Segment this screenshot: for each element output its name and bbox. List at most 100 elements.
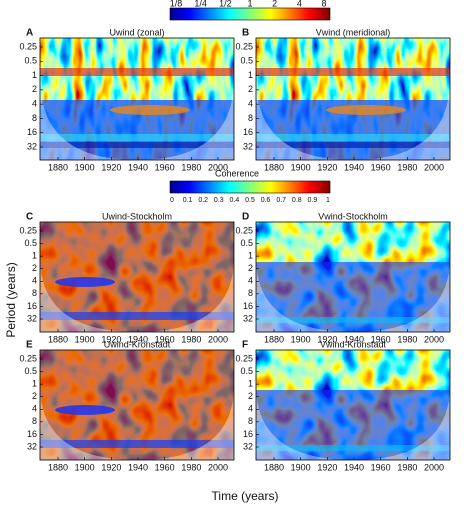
y-tick-label: 32 [243, 441, 253, 451]
colorbar-label: 2 [272, 0, 277, 8]
x-tick-label: 1880 [264, 462, 284, 472]
panel-frame [39, 349, 235, 461]
colorbar-label: 0.4 [230, 197, 240, 204]
x-tick-label: 1960 [155, 334, 175, 344]
colorbar-label: 1 [247, 0, 252, 8]
x-tick-label: 1900 [75, 162, 95, 172]
y-tick-label: 2 [248, 84, 253, 94]
y-tick-label: 0.5 [240, 56, 253, 66]
x-tick-label: 2000 [208, 162, 228, 172]
x-axis-label: Time (years) [212, 489, 279, 503]
colorbar-label: 1 [326, 197, 330, 204]
colorbar-label: 0.6 [261, 197, 271, 204]
heatmap [256, 350, 450, 460]
x-tick-label: 2000 [424, 334, 444, 344]
y-tick-label: 16 [27, 429, 37, 439]
x-tick-label: 2000 [424, 462, 444, 472]
y-tick-label: 8 [248, 288, 253, 298]
colorbar-label: 0 [170, 197, 174, 204]
colorbar-label: 0.1 [183, 197, 193, 204]
colorbar-label: 0.5 [245, 197, 255, 204]
panel-title: Uwind-Kronstadt [104, 339, 171, 349]
y-tick-label: 8 [32, 113, 37, 123]
colorbar-label: 0.2 [198, 197, 208, 204]
y-tick-label: 4 [32, 99, 37, 109]
y-tick-label: 2 [248, 391, 253, 401]
x-tick-label: 2000 [424, 162, 444, 172]
x-tick-label: 1900 [75, 462, 95, 472]
x-tick-label: 1980 [181, 462, 201, 472]
heatmap [256, 38, 450, 160]
y-tick-label: 8 [32, 416, 37, 426]
y-tick-label: 0.25 [19, 353, 37, 363]
colorbar-label: 0.8 [292, 197, 302, 204]
panel-frame [255, 37, 451, 161]
panel-title: Uwind-Stockholm [102, 211, 172, 221]
y-tick-label: 1 [248, 70, 253, 80]
y-tick-label: 0.25 [19, 225, 37, 235]
x-tick-label: 1880 [48, 334, 68, 344]
x-tick-label: 1920 [317, 334, 337, 344]
panel-frame [39, 37, 235, 161]
y-tick-label: 4 [248, 404, 253, 414]
heatmap [40, 350, 234, 460]
panel-letter: F [242, 340, 248, 351]
x-tick-label: 1900 [75, 334, 95, 344]
y-tick-label: 4 [32, 276, 37, 286]
y-tick-label: 0.5 [240, 238, 253, 248]
y-tick-label: 2 [32, 263, 37, 273]
x-tick-label: 1960 [155, 162, 175, 172]
panel-title: Vwind-Stockholm [318, 211, 388, 221]
x-tick-label: 1940 [344, 462, 364, 472]
x-tick-label: 2000 [208, 462, 228, 472]
x-tick-label: 1900 [291, 162, 311, 172]
panel-letter: E [26, 340, 33, 351]
colorbar-label: 1/2 [219, 0, 232, 8]
colorbar-label: 1/4 [194, 0, 207, 8]
coherence-colorbar [169, 180, 331, 194]
y-tick-label: 2 [248, 263, 253, 273]
y-tick-label: 32 [243, 141, 253, 151]
y-axis-label: Period (years) [4, 262, 18, 337]
y-tick-label: 0.5 [240, 366, 253, 376]
x-tick-label: 1940 [128, 162, 148, 172]
y-tick-label: 32 [27, 141, 37, 151]
x-tick-label: 1920 [101, 462, 121, 472]
colorbar-label: 1/8 [170, 0, 183, 8]
panel-title: Uwind (zonal) [109, 27, 164, 37]
x-tick-label: 1940 [344, 334, 364, 344]
x-tick-label: 1960 [371, 334, 391, 344]
y-tick-label: 4 [248, 276, 253, 286]
x-tick-label: 1940 [344, 162, 364, 172]
y-tick-label: 1 [32, 379, 37, 389]
x-tick-label: 1980 [181, 162, 201, 172]
y-tick-label: 16 [27, 127, 37, 137]
x-tick-label: 1880 [48, 462, 68, 472]
y-tick-label: 1 [248, 251, 253, 261]
x-tick-label: 1980 [397, 162, 417, 172]
y-tick-label: 0.5 [24, 238, 37, 248]
x-tick-label: 1920 [317, 162, 337, 172]
heatmap [256, 222, 450, 332]
x-tick-label: 1980 [397, 334, 417, 344]
x-tick-label: 1940 [128, 462, 148, 472]
y-tick-label: 16 [243, 429, 253, 439]
y-tick-label: 32 [27, 441, 37, 451]
x-tick-label: 1880 [264, 334, 284, 344]
y-tick-label: 0.5 [24, 56, 37, 66]
colorbar-label: 0.9 [308, 197, 318, 204]
colorbar-label: 8 [321, 0, 326, 8]
y-tick-label: 0.25 [235, 353, 253, 363]
y-tick-label: 16 [27, 301, 37, 311]
x-tick-label: 1920 [101, 162, 121, 172]
y-tick-label: 16 [243, 301, 253, 311]
y-tick-label: 2 [32, 84, 37, 94]
y-tick-label: 1 [32, 251, 37, 261]
x-tick-label: 1900 [291, 334, 311, 344]
y-tick-label: 4 [248, 99, 253, 109]
y-tick-label: 1 [248, 379, 253, 389]
x-tick-label: 2000 [208, 334, 228, 344]
panel-title: Vwind (meridional) [316, 27, 391, 37]
panel-letter: D [242, 212, 249, 223]
